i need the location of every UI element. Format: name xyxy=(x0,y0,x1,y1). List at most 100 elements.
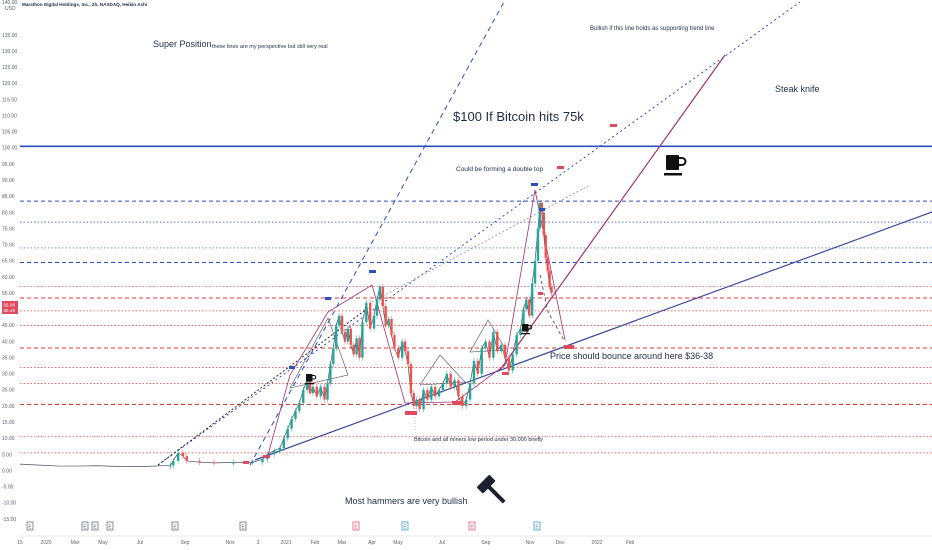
candle xyxy=(298,402,301,411)
blue-marker xyxy=(369,270,376,273)
candle xyxy=(393,335,396,348)
bitcoin-low-note: Bitcoin and all miners low period under … xyxy=(414,437,543,443)
y-tick-label: 135.00 xyxy=(2,33,18,39)
y-tick-label: 35.00 xyxy=(2,355,15,361)
earnings-event-marker[interactable]: E xyxy=(81,521,89,531)
candle xyxy=(272,450,276,455)
red-marker xyxy=(263,455,270,458)
y-axis-ticks: 135.00 130.00 125.00 120.00 115.00 110.00 105.… xyxy=(2,33,18,523)
secondary-price-value: 55.45 xyxy=(4,308,16,313)
candle xyxy=(536,228,540,261)
y-tick-label: 30.00 xyxy=(2,372,15,378)
y-tick-label: 55.00 xyxy=(2,291,15,297)
candle xyxy=(400,341,404,358)
candle xyxy=(519,328,522,336)
svg-text:E: E xyxy=(108,525,112,531)
candle xyxy=(319,386,322,397)
candle xyxy=(530,283,534,316)
x-tick-label: Apr xyxy=(368,540,376,546)
candle xyxy=(198,460,201,463)
candle xyxy=(352,344,355,355)
svg-text:E: E xyxy=(241,525,245,531)
candle xyxy=(433,386,437,397)
x-tick-label: Nov xyxy=(226,540,235,546)
candle xyxy=(335,325,338,348)
candle xyxy=(375,299,379,316)
candle xyxy=(415,399,418,407)
earnings-event-marker[interactable]: E xyxy=(91,521,99,531)
earnings-event-marker[interactable]: E xyxy=(533,521,541,531)
svg-text:E: E xyxy=(354,525,358,531)
pattern-triangle-1 xyxy=(289,317,349,389)
earnings-event-marker[interactable]: E xyxy=(468,521,476,531)
y-tick-label: 75.00 xyxy=(2,226,15,232)
candle xyxy=(445,373,448,384)
candle xyxy=(368,302,372,329)
earnings-event-marker[interactable]: E xyxy=(352,521,360,531)
bullish-line-note: Bullish if this line holds as supporting… xyxy=(590,26,715,32)
red-marker xyxy=(405,411,417,415)
forecast-dashed-path xyxy=(539,274,566,343)
svg-text:E: E xyxy=(173,525,177,531)
earnings-event-marker[interactable]: E xyxy=(401,521,409,531)
candle xyxy=(365,302,368,323)
candle xyxy=(550,286,553,294)
candle xyxy=(538,202,542,229)
y-tick-label: 15.00 xyxy=(2,420,15,426)
y-tick-label: 100.00 xyxy=(2,146,18,152)
earnings-event-marker[interactable]: E xyxy=(106,521,114,531)
candle xyxy=(261,459,264,463)
earnings-event-marker[interactable]: E xyxy=(239,521,247,531)
y-tick-label: 110.00 xyxy=(2,113,17,119)
y-tick-label: 95.00 xyxy=(2,162,15,168)
upper-blue-dotted-trendline xyxy=(157,1,801,466)
candle xyxy=(465,399,468,407)
x-tick-label: Mar xyxy=(71,540,80,546)
coffee-cup-icon xyxy=(305,374,317,385)
super-position-note: Super Position xyxy=(153,39,212,49)
candle xyxy=(181,452,185,457)
y-tick-label: 40.00 xyxy=(2,339,15,345)
candle xyxy=(496,331,499,352)
red-marker xyxy=(452,401,462,405)
candle xyxy=(294,410,297,419)
candle xyxy=(422,389,425,410)
y-tick-label: 115.00 xyxy=(2,97,17,103)
y-tick-label: 80.00 xyxy=(2,210,15,216)
candle xyxy=(461,396,464,407)
candle xyxy=(384,306,387,326)
candle xyxy=(290,418,293,429)
candle xyxy=(522,309,525,329)
candle xyxy=(528,299,531,316)
candle xyxy=(457,380,460,397)
candle xyxy=(409,364,413,394)
candle xyxy=(381,286,384,307)
x-tick-label: Sep xyxy=(482,540,491,546)
candle xyxy=(499,344,503,352)
x-tick-label: 3 xyxy=(257,540,260,546)
y-tick-label: 130.00 xyxy=(2,49,18,55)
candle xyxy=(282,438,286,449)
purple-steak-knife-trendline xyxy=(499,54,726,371)
candle xyxy=(503,344,507,358)
black-dotted-trendline xyxy=(157,304,373,466)
y-tick-label: 20.00 xyxy=(2,404,15,410)
earnings-event-marker[interactable]: E xyxy=(26,521,34,531)
price-series xyxy=(19,199,553,470)
x-tick-label: 2020 xyxy=(40,540,51,546)
candle xyxy=(302,389,305,403)
y-tick-label: 45.00 xyxy=(2,323,15,329)
x-tick-label: Jul xyxy=(137,540,143,546)
candle xyxy=(251,462,254,464)
hammers-note: Most hammers are very bullish xyxy=(345,496,468,506)
candle xyxy=(169,465,172,467)
x-tick-label: Sep xyxy=(181,540,190,546)
svg-text:E: E xyxy=(83,525,87,531)
candle xyxy=(305,380,309,390)
candle xyxy=(358,338,361,358)
candle xyxy=(546,257,549,271)
earnings-event-marker[interactable]: E xyxy=(171,521,179,531)
candle xyxy=(492,331,495,358)
